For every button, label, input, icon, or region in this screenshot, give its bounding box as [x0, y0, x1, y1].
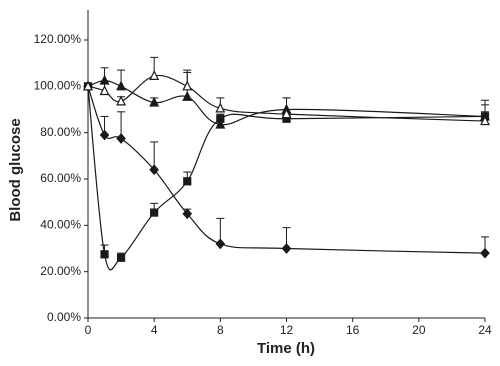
- marker: [83, 80, 93, 91]
- marker: [182, 208, 193, 220]
- x-axis-title: Time (h): [257, 340, 315, 357]
- marker: [281, 108, 292, 119]
- marker: [215, 102, 226, 113]
- marker: [183, 177, 192, 186]
- marker: [99, 74, 110, 85]
- marker: [116, 253, 126, 262]
- marker: [116, 133, 126, 144]
- x-tick-label: 16: [346, 323, 360, 337]
- marker: [480, 247, 490, 259]
- x-tick-label: 8: [217, 323, 224, 337]
- y-tick-label: 40.00%: [40, 218, 81, 232]
- marker: [149, 164, 159, 176]
- x-tick-label: 12: [280, 323, 294, 337]
- marker: [480, 115, 490, 126]
- marker: [149, 96, 160, 107]
- marker: [215, 118, 226, 129]
- y-axis-title: Blood glucose: [7, 118, 24, 221]
- x-tick-label: 4: [151, 323, 158, 337]
- y-tick-label: 120.00%: [34, 32, 82, 46]
- marker: [281, 243, 292, 254]
- marker: [100, 250, 109, 259]
- marker: [149, 70, 160, 81]
- marker: [116, 80, 127, 91]
- marker: [150, 208, 159, 217]
- marker: [99, 129, 110, 141]
- marker: [215, 238, 226, 250]
- y-tick-label: 20.00%: [40, 264, 81, 278]
- y-tick-label: 100.00%: [34, 79, 82, 93]
- marker: [182, 90, 193, 101]
- marker: [99, 85, 110, 96]
- y-tick-label: 0.00%: [47, 310, 81, 324]
- marker: [182, 80, 193, 91]
- x-tick-label: 0: [85, 323, 92, 337]
- y-tick-label: 60.00%: [40, 171, 81, 185]
- y-tick-label: 80.00%: [40, 125, 81, 139]
- x-tick-label: 20: [412, 323, 426, 337]
- x-tick-label: 24: [478, 323, 492, 337]
- marker: [116, 95, 127, 106]
